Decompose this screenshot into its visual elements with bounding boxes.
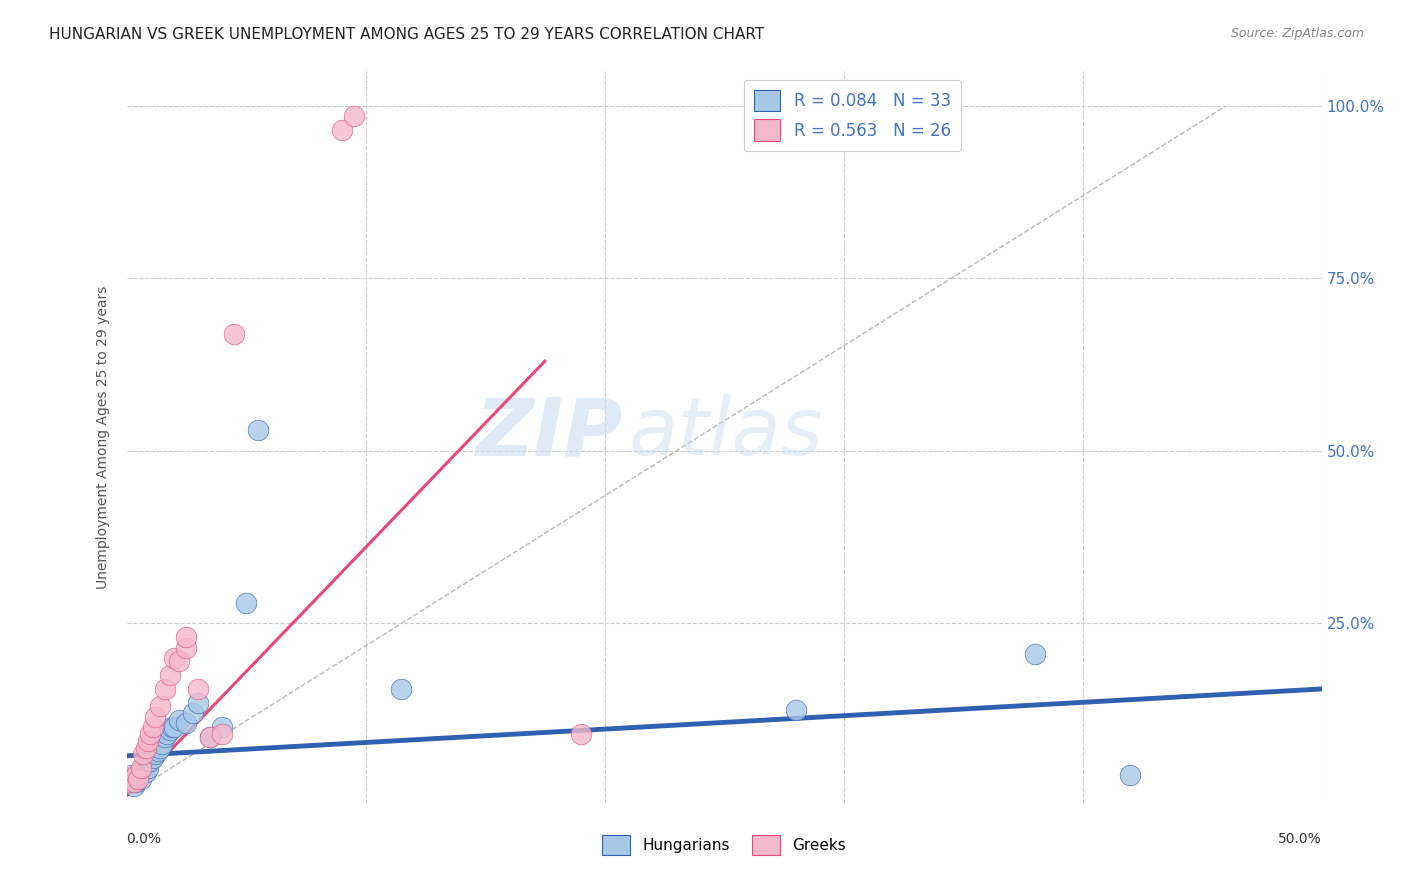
Point (118, 775, 141, 789)
Point (211, 720, 233, 734)
Point (132, 761, 155, 775)
Point (122, 775, 145, 789)
Point (125, 775, 148, 789)
Point (163, 720, 186, 734)
Point (146, 744, 169, 758)
Point (159, 723, 181, 738)
Text: Source: ZipAtlas.com: Source: ZipAtlas.com (1230, 27, 1364, 40)
Point (132, 747, 155, 762)
Point (160, 720, 183, 734)
Point (129, 772, 152, 786)
Point (127, 772, 149, 786)
Point (391, 681, 413, 696)
Point (785, 703, 807, 717)
Point (159, 668, 181, 682)
Point (118, 775, 141, 789)
Point (235, 596, 257, 610)
Point (122, 772, 145, 786)
Point (156, 727, 179, 741)
Point (174, 630, 197, 644)
Legend: Hungarians, Greeks: Hungarians, Greeks (596, 830, 852, 861)
Point (139, 727, 162, 741)
Point (143, 709, 166, 723)
Point (149, 699, 172, 714)
Point (153, 731, 176, 745)
Point (174, 640, 197, 655)
Point (1119, 768, 1142, 782)
Point (135, 764, 157, 779)
Point (142, 720, 165, 734)
Point (139, 755, 162, 769)
Point (1024, 648, 1046, 662)
Point (125, 768, 148, 782)
Point (120, 768, 142, 782)
Point (167, 713, 190, 727)
Text: atlas: atlas (628, 394, 824, 473)
Text: 50.0%: 50.0% (1278, 832, 1322, 846)
Point (163, 651, 186, 665)
Point (174, 716, 197, 731)
Point (167, 654, 190, 668)
Point (127, 768, 149, 782)
Text: HUNGARIAN VS GREEK UNEMPLOYMENT AMONG AGES 25 TO 29 YEARS CORRELATION CHART: HUNGARIAN VS GREEK UNEMPLOYMENT AMONG AG… (49, 27, 765, 42)
Point (183, 706, 205, 720)
Point (187, 681, 209, 696)
Point (153, 681, 176, 696)
Point (120, 772, 142, 786)
Point (211, 727, 233, 741)
Point (135, 740, 157, 755)
Y-axis label: Unemployment Among Ages 25 to 29 years: Unemployment Among Ages 25 to 29 years (96, 285, 110, 589)
Point (122, 779, 145, 793)
Point (200, 731, 222, 745)
Point (129, 761, 152, 775)
Point (187, 696, 209, 710)
Point (247, 423, 270, 437)
Point (149, 740, 172, 755)
Point (136, 733, 159, 747)
Point (343, 109, 366, 123)
Text: ZIP: ZIP (475, 394, 623, 473)
Point (142, 751, 165, 765)
Point (330, 123, 353, 137)
Point (569, 727, 592, 741)
Text: 0.0%: 0.0% (127, 832, 162, 846)
Point (222, 326, 246, 341)
Point (150, 737, 174, 751)
Point (136, 761, 159, 775)
Point (200, 731, 222, 745)
Point (143, 747, 166, 762)
